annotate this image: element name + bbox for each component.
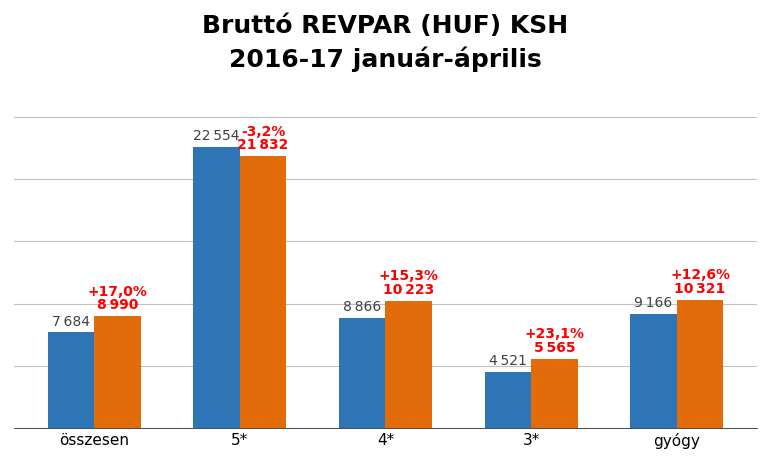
Text: 22 554: 22 554 [194,129,240,143]
Bar [531,359,577,428]
Bar [630,314,677,428]
Bar [339,318,386,428]
Text: 9 166: 9 166 [635,296,672,310]
Text: -3,2%: -3,2% [241,125,285,138]
Text: 7 684: 7 684 [52,315,90,329]
Bar [94,316,141,428]
Text: +17,0%: +17,0% [88,285,147,299]
Bar [677,300,723,428]
Text: 21 832: 21 832 [237,138,289,152]
Text: +12,6%: +12,6% [670,268,730,282]
Bar [240,156,287,428]
Text: 10 321: 10 321 [675,282,726,296]
Bar [484,372,531,428]
Text: 10 223: 10 223 [383,283,434,297]
Title: Bruttó REVPAR (HUF) KSH
2016-17 január-április: Bruttó REVPAR (HUF) KSH 2016-17 január-á… [203,14,568,72]
Text: 4 521: 4 521 [489,354,527,368]
Bar [48,332,94,428]
Bar [194,147,240,428]
Text: 8 990: 8 990 [97,299,138,313]
Bar [386,301,432,428]
Text: 5 565: 5 565 [534,341,575,355]
Text: 8 866: 8 866 [343,300,382,314]
Text: +15,3%: +15,3% [379,269,439,283]
Text: +23,1%: +23,1% [524,327,584,341]
